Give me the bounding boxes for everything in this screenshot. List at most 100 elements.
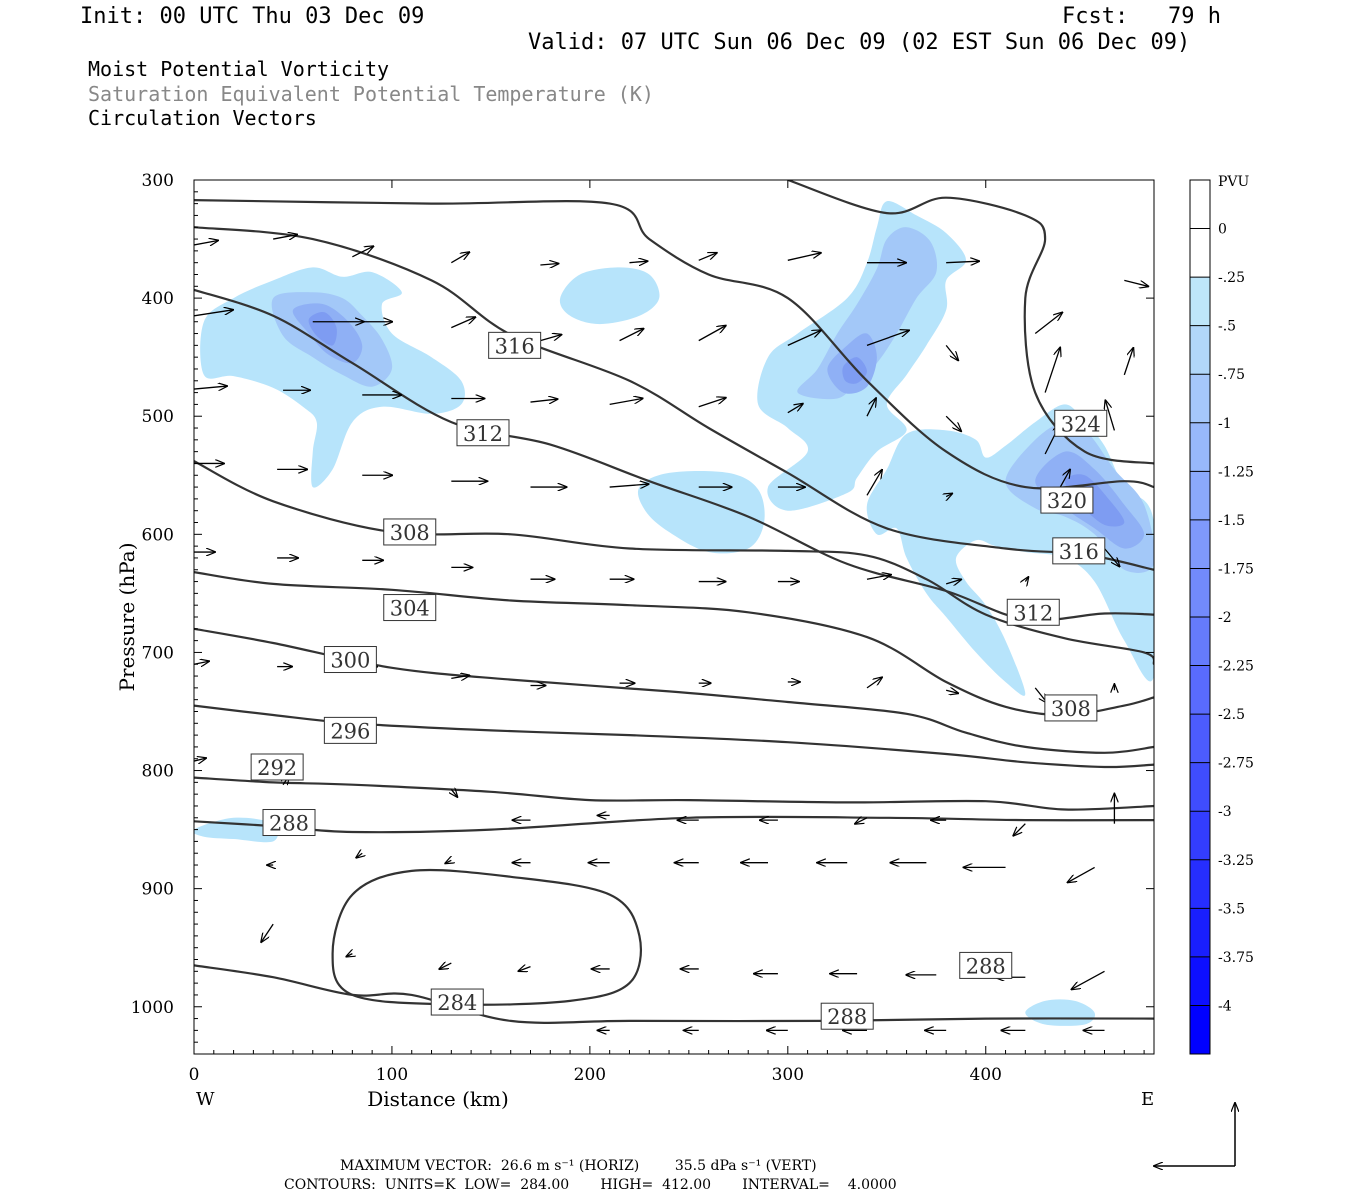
colorbar-label: -2.75 bbox=[1218, 756, 1254, 772]
colorbar-bin bbox=[1190, 374, 1210, 423]
colorbar-label: -.75 bbox=[1218, 367, 1245, 383]
circulation-vector bbox=[787, 253, 821, 261]
colorbar-label: -3.25 bbox=[1218, 853, 1254, 869]
svg-text:320: 320 bbox=[1047, 489, 1087, 513]
pv-region bbox=[308, 312, 337, 346]
colorbar-label: -.25 bbox=[1218, 270, 1245, 286]
contour-label: 288 bbox=[262, 809, 316, 837]
circulation-vector bbox=[1013, 823, 1026, 836]
colorbar-label: -1.25 bbox=[1218, 464, 1254, 480]
colorbar-label: 0 bbox=[1218, 222, 1227, 238]
circulation-vector bbox=[609, 484, 649, 487]
svg-text:288: 288 bbox=[827, 1005, 867, 1029]
contour-label: 288 bbox=[820, 1002, 874, 1030]
colorbar-label: -2.25 bbox=[1218, 659, 1254, 675]
circulation-vector bbox=[945, 344, 958, 360]
colorbar-bin bbox=[1190, 277, 1210, 326]
pv-region bbox=[637, 470, 765, 554]
circulation-vector bbox=[273, 235, 297, 240]
pv-region bbox=[797, 227, 938, 400]
circulation-vector bbox=[866, 677, 882, 689]
colorbar-bin bbox=[1190, 908, 1210, 957]
theta-contour-304 bbox=[194, 571, 1154, 717]
colorbar-bin bbox=[1190, 1005, 1210, 1054]
colorbar-label: -4 bbox=[1218, 998, 1232, 1014]
circulation-vector bbox=[194, 386, 227, 389]
circulation-vector bbox=[1104, 548, 1120, 566]
colorbar-bin bbox=[1190, 811, 1210, 860]
circulation-vector bbox=[530, 399, 557, 402]
colorbar-bin bbox=[1190, 568, 1210, 617]
circulation-vector bbox=[1025, 577, 1028, 582]
theta-contour-288 bbox=[194, 815, 1154, 834]
colorbar-label: -1.75 bbox=[1218, 561, 1254, 577]
contour-label: 320 bbox=[1040, 486, 1094, 514]
circulation-vector bbox=[439, 963, 452, 969]
circulation-vector bbox=[451, 789, 457, 797]
max-vector-note: MAXIMUM VECTOR: 26.6 m s⁻¹ (HORIZ) 35.5 … bbox=[340, 1158, 817, 1174]
svg-text:304: 304 bbox=[390, 597, 430, 621]
theta-contour-292 bbox=[194, 776, 1154, 811]
y-tick-label: 500 bbox=[142, 407, 174, 427]
circulation-vector bbox=[609, 398, 643, 406]
colorbar-label: -1.5 bbox=[1218, 513, 1245, 529]
circulation-vector bbox=[698, 326, 726, 342]
reference-vector-key bbox=[1154, 1103, 1235, 1166]
colorbar-label: -2 bbox=[1218, 610, 1232, 626]
colorbar-bin bbox=[1190, 519, 1210, 569]
x-tick-label: 400 bbox=[970, 1065, 1002, 1085]
circulation-vector bbox=[787, 330, 821, 346]
contour-label: 312 bbox=[456, 419, 510, 447]
circulation-vector bbox=[945, 415, 961, 431]
circulation-vector bbox=[540, 264, 558, 266]
svg-text:292: 292 bbox=[257, 756, 297, 780]
circulation-vector bbox=[346, 954, 352, 957]
contour-label: 316 bbox=[1052, 537, 1106, 565]
circulation-vectors bbox=[194, 235, 1148, 1031]
x-tick-label: 300 bbox=[772, 1065, 804, 1085]
theta-contour-284-lower bbox=[194, 964, 1154, 1024]
colorbar-label: -1 bbox=[1218, 416, 1232, 432]
contour-label: 308 bbox=[383, 518, 437, 546]
pv-region bbox=[194, 817, 279, 843]
theta-contour-284-loop bbox=[331, 868, 642, 1006]
circulation-vector bbox=[261, 923, 274, 942]
circulation-vector bbox=[866, 398, 876, 417]
contour-label: 304 bbox=[383, 594, 437, 622]
colorbar-bin bbox=[1190, 422, 1210, 472]
svg-text:316: 316 bbox=[1059, 540, 1099, 564]
contour-label: 316 bbox=[488, 331, 542, 359]
axes: 0 100 200 300 400 300 400 500 600 700 800 900 1000 bbox=[131, 171, 1154, 1085]
y-tick-label: 900 bbox=[142, 880, 174, 900]
colorbar-bin bbox=[1190, 762, 1210, 812]
colorbar: 0 -.25 -.5 -.75 -1 -1.25 -1.5 -1.75 -2 -2.25 -2.5 -… bbox=[1189, 179, 1254, 1055]
colorbar-bin bbox=[1190, 665, 1210, 715]
circulation-vector bbox=[855, 818, 868, 824]
circulation-vector bbox=[1068, 866, 1095, 882]
y-tick-label: 600 bbox=[142, 525, 174, 545]
colorbar-label: -3.5 bbox=[1218, 901, 1245, 917]
colorbar-label: -3.75 bbox=[1218, 950, 1254, 966]
colorbar-bin bbox=[1190, 325, 1210, 375]
circulation-vector bbox=[194, 240, 218, 245]
circulation-vector bbox=[946, 494, 952, 497]
circulation-vector bbox=[194, 310, 233, 317]
svg-text:308: 308 bbox=[390, 521, 430, 545]
theta-contour-316 bbox=[194, 226, 1154, 571]
circulation-vector bbox=[629, 261, 647, 263]
circulation-vector bbox=[1044, 348, 1060, 393]
forecast-hour: Fcst: 79 h bbox=[1062, 4, 1221, 29]
pv-region bbox=[200, 267, 465, 488]
svg-text:324: 324 bbox=[1061, 412, 1101, 436]
east-label: E bbox=[1141, 1089, 1154, 1110]
circulation-vector bbox=[540, 335, 561, 342]
colorbar-bin bbox=[1190, 956, 1210, 1006]
circulation-vector bbox=[945, 579, 961, 584]
colorbar-title: PVU bbox=[1218, 174, 1250, 190]
svg-text:312: 312 bbox=[463, 422, 503, 446]
contour-label: 296 bbox=[323, 716, 377, 744]
circulation-vector bbox=[1034, 313, 1062, 335]
field-title-theta: Saturation Equivalent Potential Temperat… bbox=[88, 82, 654, 106]
circulation-vector bbox=[451, 317, 475, 329]
